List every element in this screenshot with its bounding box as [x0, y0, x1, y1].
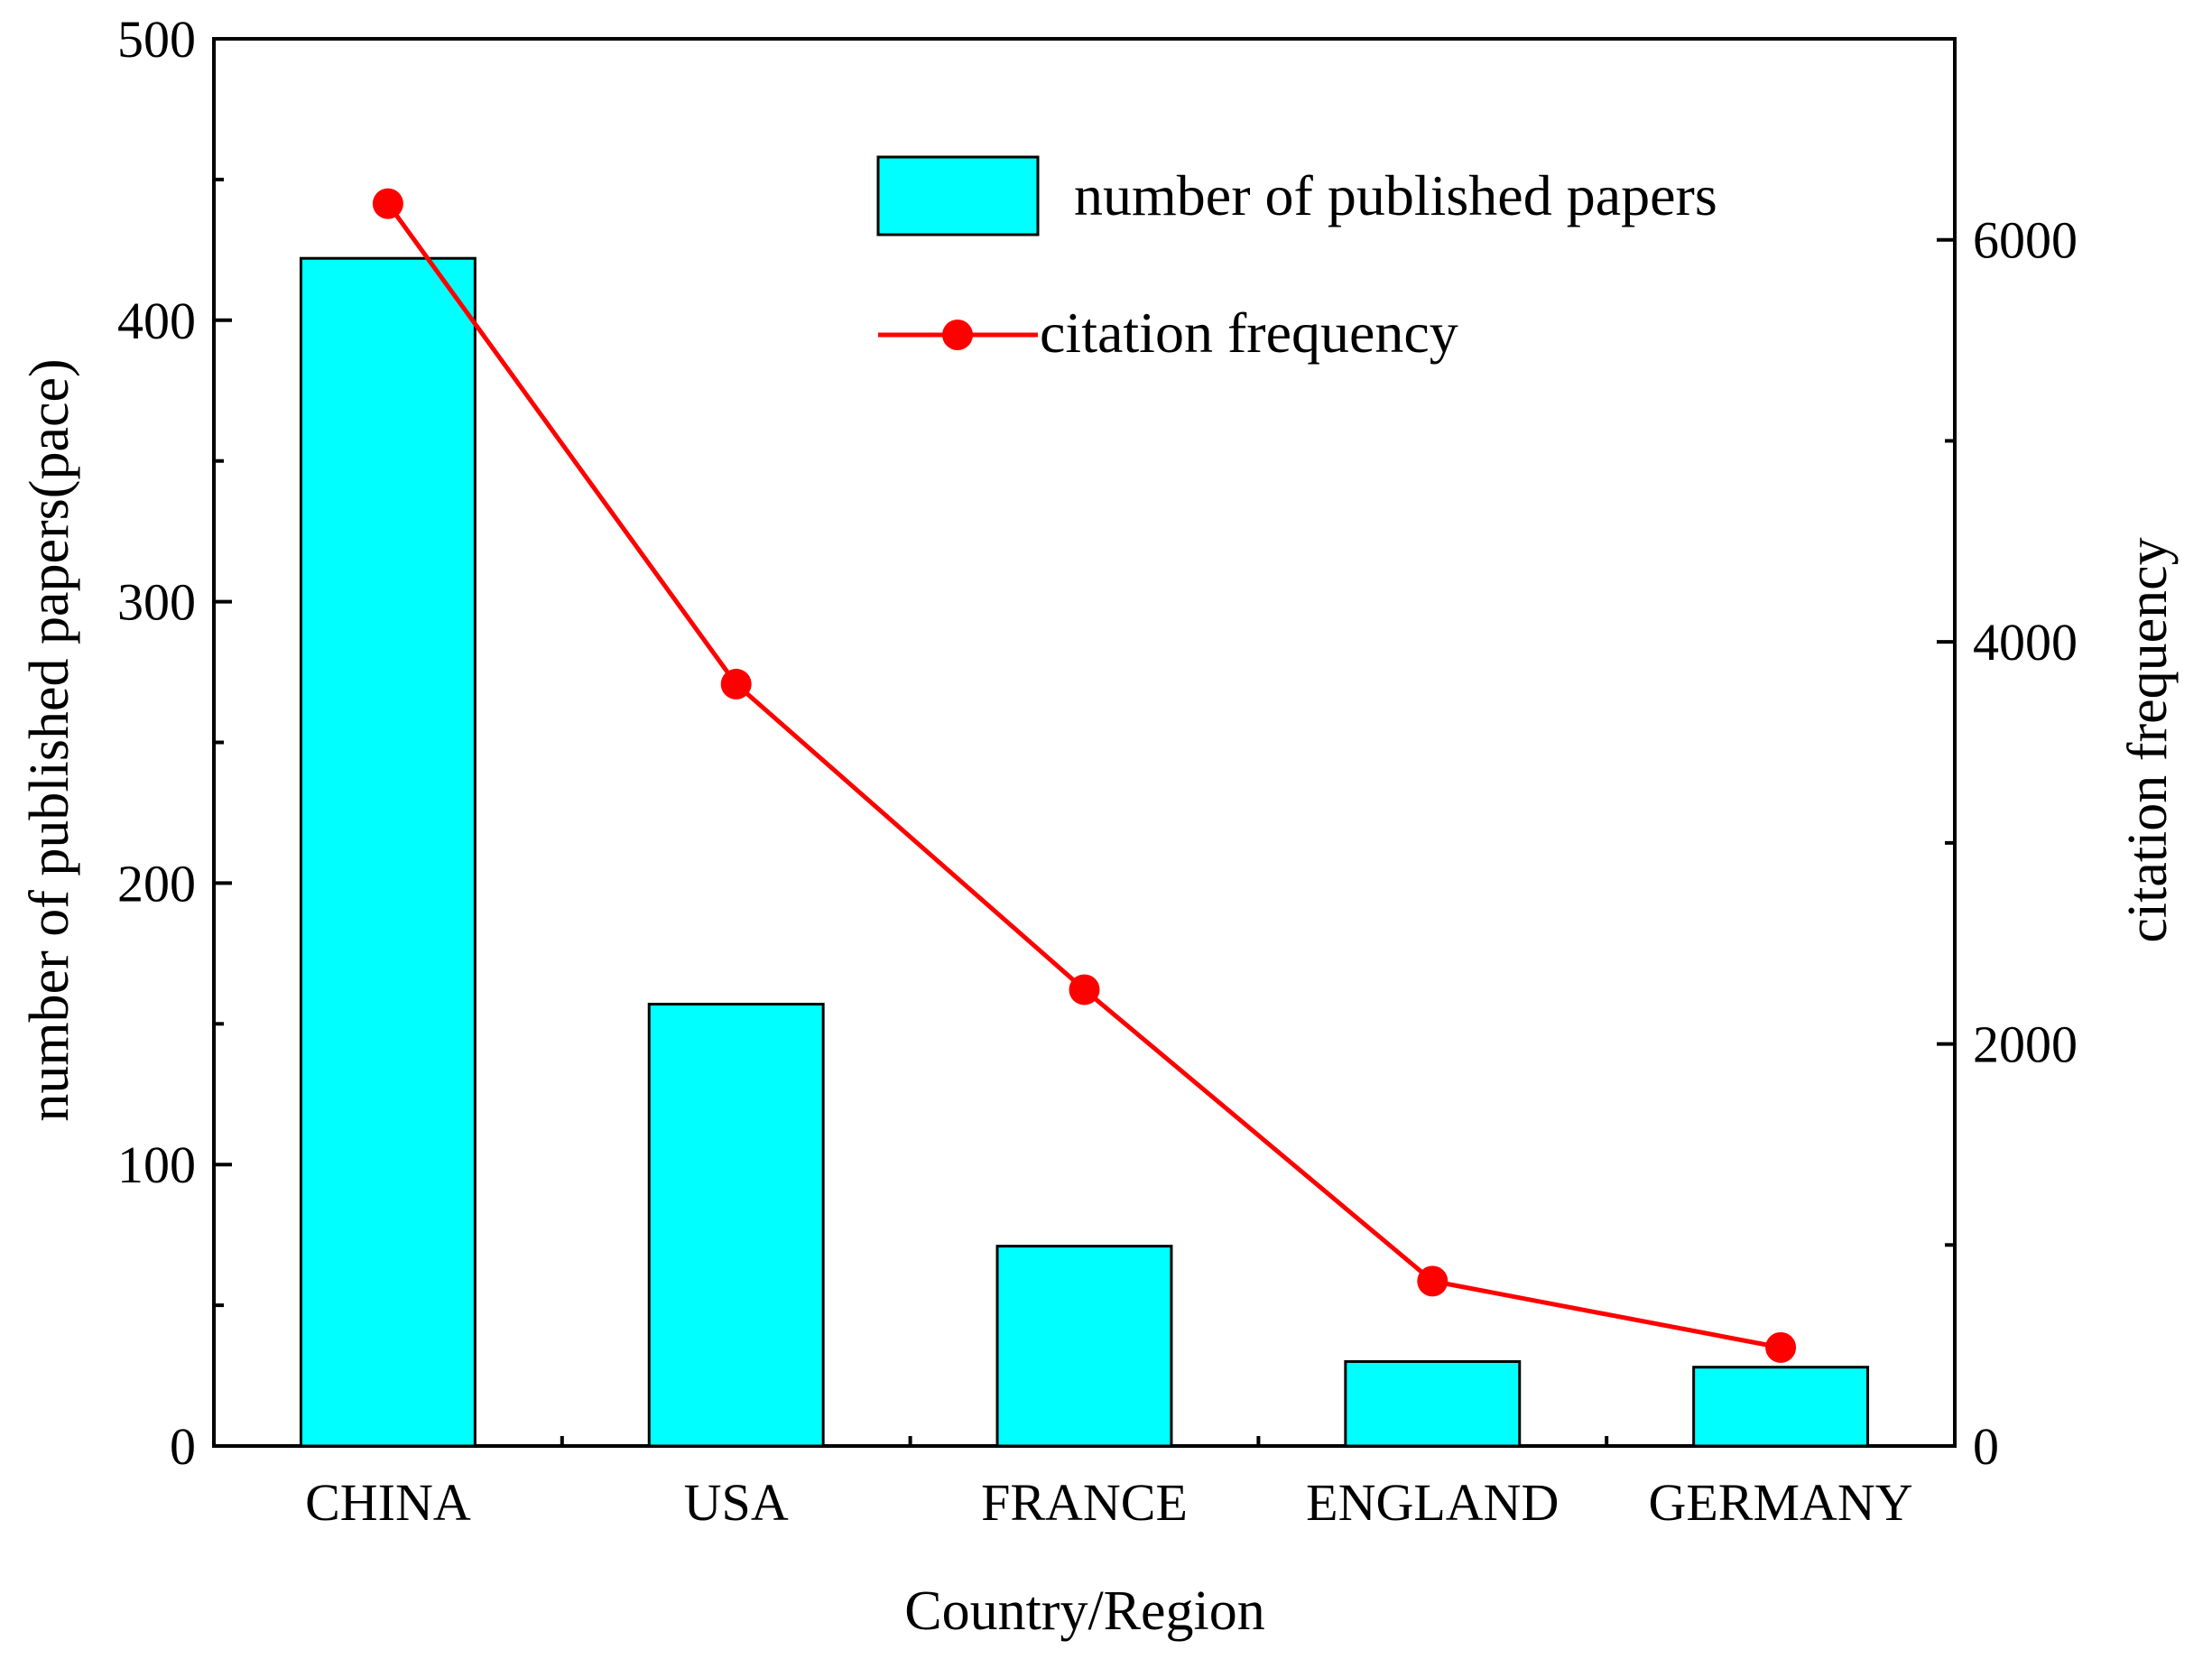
- citation-line: [385, 202, 1782, 1350]
- point-germany: [1765, 1331, 1797, 1363]
- point-china: [372, 188, 403, 219]
- tick-labels: 0 100 200 300 400 500 0 2000 4000 6000 CHINA USA FRA…: [117, 10, 2078, 1532]
- y2-tick-label: 6000: [1973, 211, 2078, 270]
- bar-series: [299, 256, 1870, 1448]
- legend-bar-swatch: [876, 155, 1040, 236]
- y-axis-label: number of published papers(pace): [19, 358, 80, 1121]
- point-france: [1069, 974, 1100, 1006]
- x-tick-label: CHINA: [305, 1473, 471, 1532]
- y-tick-label: 500: [117, 10, 196, 69]
- y2-tick-label: 2000: [1973, 1015, 2078, 1074]
- y-tick-label: 0: [170, 1417, 196, 1476]
- y-tick-label: 200: [117, 854, 196, 913]
- legend-line-label: citation frequency: [1040, 301, 1458, 365]
- bar-germany: [1692, 1366, 1870, 1448]
- bar-china: [299, 256, 477, 1448]
- legend: number of published papers citation freq…: [876, 155, 1717, 365]
- y2-tick-label: 0: [1973, 1417, 1999, 1476]
- line-series: [372, 188, 1797, 1363]
- y2-tick-label: 4000: [1973, 613, 2078, 672]
- y-tick-label: 400: [117, 292, 196, 350]
- x-tick-label: FRANCE: [981, 1473, 1188, 1532]
- y2-axis-label: citation frequency: [2117, 537, 2179, 942]
- y-tick-label: 100: [117, 1135, 196, 1194]
- point-usa: [720, 668, 752, 700]
- legend-line-marker: [942, 320, 973, 350]
- bar-usa: [647, 1002, 825, 1448]
- x-axis-label: Country/Region: [904, 1580, 1265, 1642]
- y-tick-label: 300: [117, 573, 196, 632]
- bar-england: [1344, 1359, 1522, 1448]
- x-tick-label: GERMANY: [1648, 1473, 1912, 1532]
- point-england: [1417, 1265, 1448, 1297]
- legend-bar-label: number of published papers: [1074, 163, 1717, 227]
- x-tick-label: ENGLAND: [1306, 1473, 1559, 1532]
- x-tick-label: USA: [684, 1473, 789, 1532]
- bar-france: [995, 1245, 1173, 1448]
